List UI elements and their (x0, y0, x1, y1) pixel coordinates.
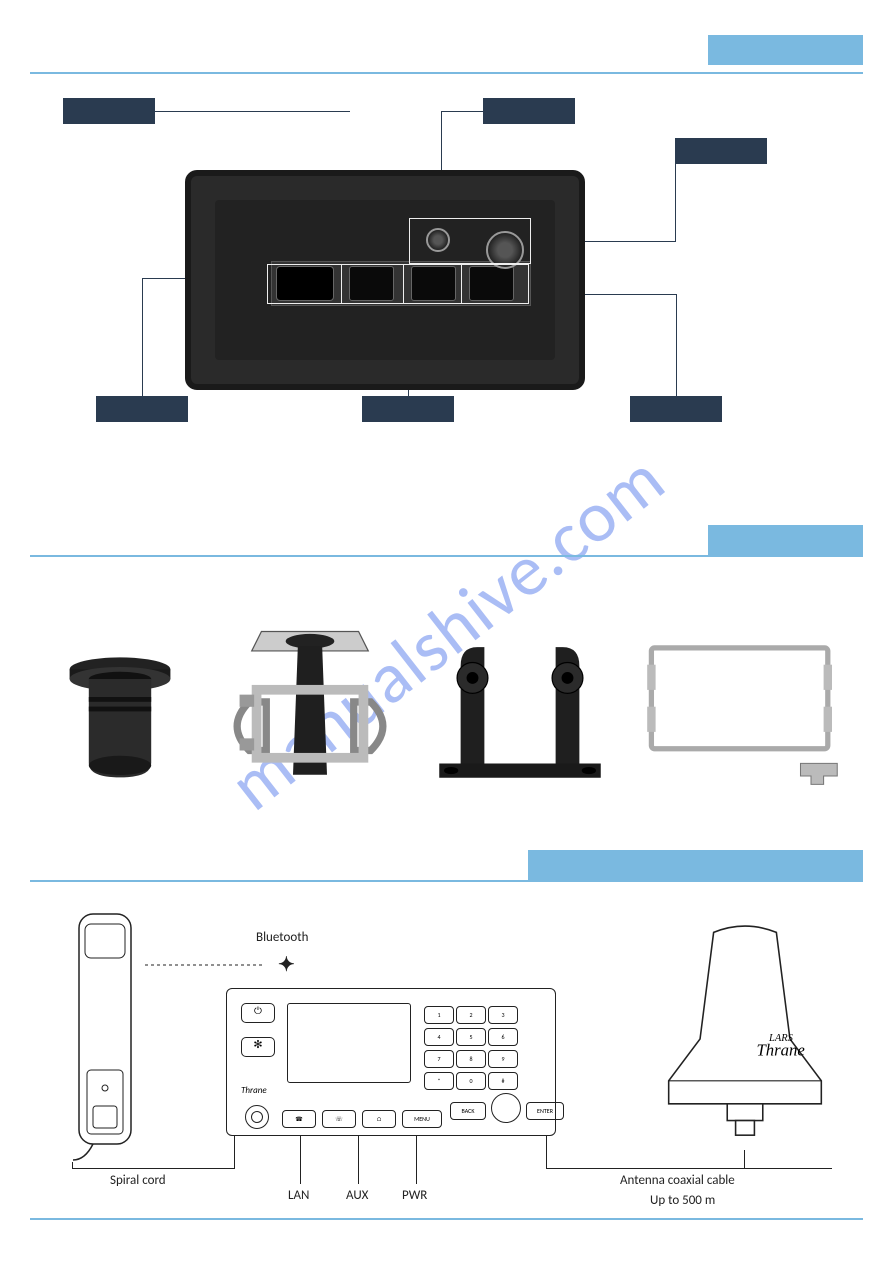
cu-power-btn: ⏻ (241, 1003, 275, 1023)
cu-dim-btn: ✻ (241, 1037, 275, 1057)
section3-divider (30, 880, 863, 882)
kp-5: 5 (456, 1028, 486, 1046)
antenna-unit: LARS Thrane (650, 924, 840, 1159)
kp-6: 6 (488, 1028, 518, 1046)
pwr-line (416, 1136, 417, 1184)
handset-svg (65, 910, 145, 1170)
spiral-cord-line (72, 1168, 234, 1169)
pole-clamp-svg (225, 613, 395, 803)
line-tr-v (675, 151, 676, 242)
bt-line (145, 960, 275, 980)
kp-row-1: 456 (423, 1025, 519, 1047)
label-top-mid (483, 98, 575, 124)
lan-label: LAN (288, 1188, 309, 1203)
kp-1: 1 (424, 1006, 454, 1024)
kp-hash: # (488, 1072, 518, 1090)
section1-tab (708, 35, 863, 65)
lan-line (300, 1136, 301, 1184)
kp-9: 9 (488, 1050, 518, 1068)
line-br-v (676, 294, 677, 396)
cu-back-btn: BACK (450, 1102, 486, 1120)
aux-label: AUX (346, 1188, 368, 1203)
section1-divider (30, 72, 863, 74)
flush-frame-svg (643, 638, 853, 788)
antenna-cable-label: Antenna coaxial cable (620, 1173, 735, 1188)
pole-mount-adapter (40, 630, 200, 800)
port-highlight (409, 218, 531, 264)
kp-7: 7 (424, 1050, 454, 1068)
kp-8: 8 (456, 1050, 486, 1068)
label-top-left (63, 98, 155, 124)
pole-mount-svg (60, 640, 180, 790)
cu-brand: Thrane (241, 1085, 267, 1096)
kp-3: 3 (488, 1006, 518, 1024)
section2-tab (708, 525, 863, 555)
line-tm-h (441, 111, 483, 112)
pole-clamp-bracket (210, 608, 410, 808)
cu-keypad: 123 456 789 *0# (423, 1003, 519, 1091)
line-bl-v (142, 278, 143, 396)
port-highlight-2 (267, 264, 529, 304)
line-tm-v2 (441, 111, 442, 125)
cu-menu-btn: MENU (402, 1110, 442, 1128)
spiral-cord-label: Spiral cord (110, 1173, 166, 1188)
control-unit-front: ⏻ ✻ Thrane ☎ ☏ ⌂ MENU 123 456 789 *0# BA… (226, 988, 556, 1136)
cu-dpad (491, 1093, 521, 1123)
svg-text:Thrane: Thrane (757, 1041, 806, 1060)
port-highlight-inner3 (461, 264, 462, 304)
kp-4: 4 (424, 1028, 454, 1046)
antcable-line-v2 (744, 1150, 745, 1169)
handset (65, 910, 145, 1175)
bluetooth-icon: ✦ (278, 952, 295, 977)
label-bottom-left (96, 396, 188, 422)
antcable-line-v1 (546, 1136, 547, 1169)
kp-row-3: *0# (423, 1069, 519, 1091)
cu-screen (287, 1003, 411, 1083)
antenna-length-label: Up to 500 m (650, 1193, 715, 1208)
u-mount-bracket (420, 620, 620, 800)
cu-softkey-3: ⌂ (362, 1110, 396, 1128)
u-mount-svg (425, 630, 615, 790)
cu-softkey-2: ☏ (322, 1110, 356, 1128)
line-tr-h (584, 241, 675, 242)
kp-row-0: 123 (423, 1003, 519, 1025)
cu-wheel-inner (251, 1111, 263, 1123)
flush-mount-frame (640, 625, 855, 800)
antcable-line-h (546, 1168, 832, 1169)
kp-2: 2 (456, 1006, 486, 1024)
control-unit-rear (185, 170, 585, 390)
label-top-right (675, 138, 767, 164)
port-highlight-inner (341, 264, 342, 304)
port-highlight-inner2 (403, 264, 404, 304)
cu-softkey-1: ☎ (282, 1110, 316, 1128)
section2-divider (30, 555, 863, 557)
page-bottom-divider (30, 1218, 863, 1220)
line-tl-h (155, 111, 350, 112)
cu-enter-btn: ENTER (526, 1102, 564, 1120)
kp-row-2: 789 (423, 1047, 519, 1069)
kp-star: * (424, 1072, 454, 1090)
section3-tab (528, 850, 863, 880)
pwr-label: PWR (402, 1188, 427, 1203)
cord-vert-1 (72, 1162, 73, 1169)
kp-0: 0 (456, 1072, 486, 1090)
label-bottom-mid (362, 396, 454, 422)
antenna-svg: LARS Thrane (650, 924, 840, 1154)
bluetooth-label: Bluetooth (256, 930, 308, 945)
cu-bottom-buttons: ☎ ☏ ⌂ MENU (281, 1109, 443, 1129)
label-bottom-right (630, 396, 722, 422)
aux-line (358, 1136, 359, 1184)
